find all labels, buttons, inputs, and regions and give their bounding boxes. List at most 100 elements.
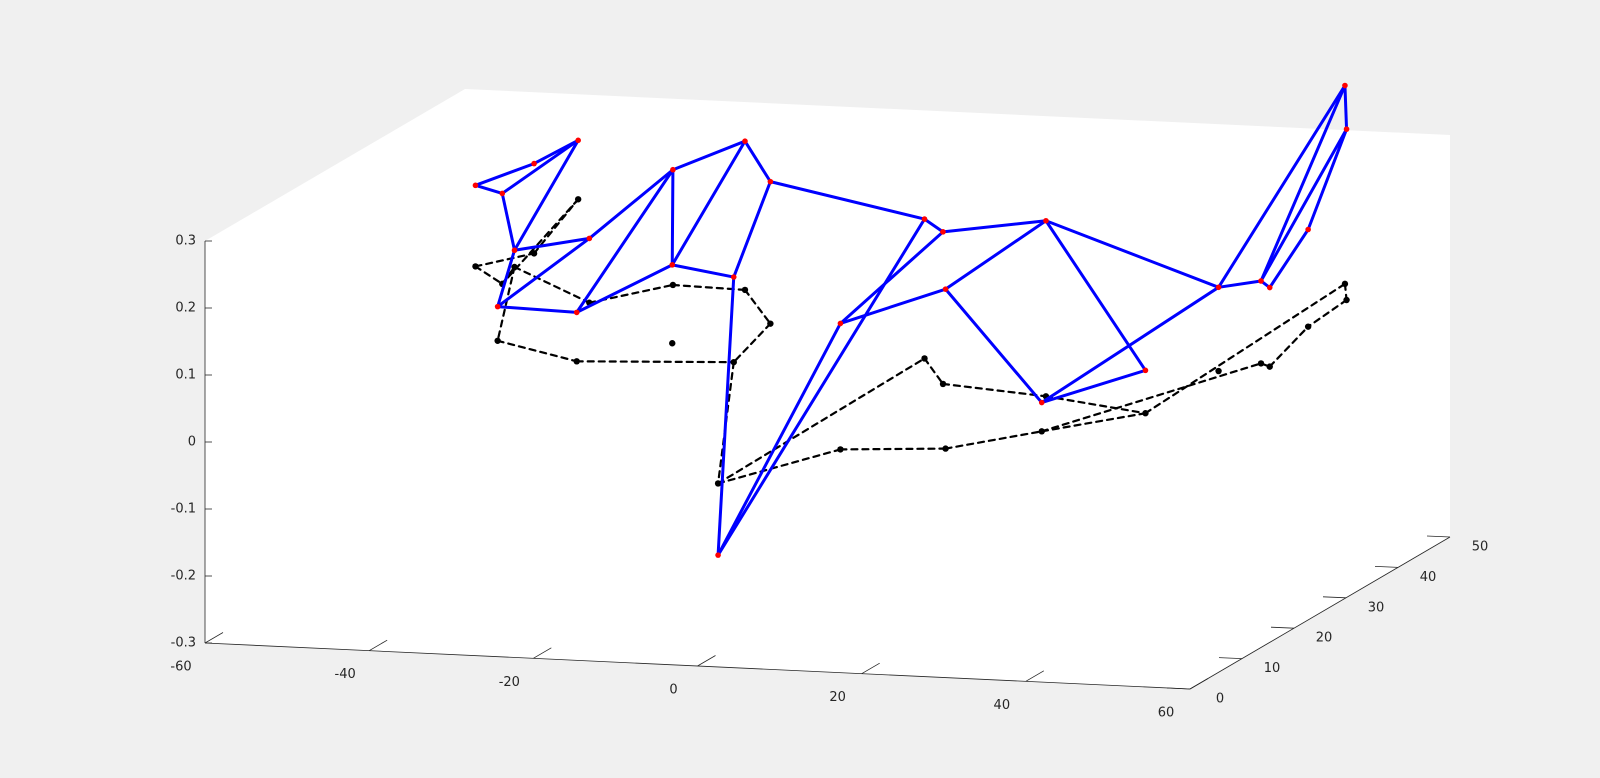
- original-node: [1142, 410, 1149, 417]
- original-node: [714, 480, 722, 487]
- deformed-edge: [1343, 84, 1349, 131]
- original-node: [511, 263, 518, 271]
- x-tick-label: 0: [669, 683, 677, 698]
- deformed-node: [670, 166, 676, 173]
- deformed-edge: [838, 230, 945, 325]
- deformed-edge: [716, 321, 842, 557]
- z-tick-label: -0.3: [171, 636, 196, 651]
- original-node: [1341, 280, 1349, 288]
- original-edge: [923, 357, 945, 386]
- deformed-edge: [496, 248, 517, 309]
- deformed-node: [1266, 284, 1273, 291]
- x-tick-label: -20: [499, 675, 520, 690]
- z-tick-label: -0.1: [171, 502, 196, 517]
- deformed-edge: [1259, 127, 1349, 283]
- x-tick: [533, 647, 552, 659]
- deformed-node: [730, 274, 737, 280]
- deformed-edge: [500, 191, 517, 252]
- y-tick-label: 40: [1420, 570, 1437, 585]
- deformed-edge: [496, 305, 579, 314]
- deformed-node: [472, 182, 479, 189]
- y-tick-label: 30: [1368, 600, 1385, 615]
- deformed-edge: [1268, 227, 1310, 290]
- deformed-node: [669, 262, 676, 268]
- y-tick: [1218, 657, 1243, 659]
- deformed-edge: [923, 217, 945, 234]
- original-edge: [839, 447, 947, 451]
- deformed-edge: [575, 263, 674, 314]
- deformed-node: [499, 190, 506, 197]
- deformed-edge: [838, 287, 948, 325]
- deformed-edge: [1040, 285, 1221, 405]
- original-edge: [941, 382, 1048, 398]
- deformed-edge: [1217, 84, 1347, 289]
- original-node: [1343, 296, 1350, 304]
- deformed-node: [494, 303, 501, 310]
- original-edge: [1144, 282, 1347, 415]
- original-node: [574, 196, 582, 203]
- original-edge: [496, 339, 578, 363]
- deformed-node: [921, 216, 928, 222]
- y-tick: [1426, 535, 1451, 538]
- deformed-node: [531, 160, 537, 167]
- deformed-edge: [500, 138, 580, 195]
- original-node: [921, 355, 928, 362]
- original-node: [1215, 367, 1222, 375]
- deformed-edge: [670, 168, 675, 267]
- deformed-edge: [716, 217, 927, 557]
- original-edge: [743, 288, 772, 325]
- deformed-edge: [941, 219, 1048, 234]
- x-tick-label: -60: [170, 660, 191, 675]
- original-node: [669, 340, 676, 347]
- deformed-edge: [1259, 84, 1347, 283]
- deformed-edge: [513, 236, 591, 252]
- original-edge: [732, 322, 772, 364]
- deformed-edge: [587, 168, 675, 240]
- y-tick-label: 20: [1316, 631, 1333, 646]
- deformed-node: [940, 229, 946, 235]
- original-node: [494, 337, 501, 344]
- x-tick: [368, 639, 388, 652]
- deformed-node: [573, 309, 580, 316]
- deformed-node: [837, 320, 844, 327]
- original-node: [730, 358, 737, 366]
- deformed-edge: [1217, 279, 1263, 289]
- original-edge: [496, 265, 516, 342]
- deformed-edge: [1040, 368, 1147, 405]
- original-node: [530, 250, 538, 257]
- deformed-edge: [513, 138, 580, 252]
- z-tick-label: 0.2: [175, 301, 196, 316]
- deformed-node: [1258, 278, 1264, 284]
- deformed-edge: [743, 139, 772, 184]
- deformed-node: [1343, 126, 1350, 132]
- deformed-edge: [716, 275, 736, 557]
- x-tick-label: 20: [829, 690, 846, 705]
- original-edge: [1040, 362, 1263, 433]
- original-node: [767, 320, 774, 327]
- original-edge: [575, 360, 735, 364]
- original-shape-series: [472, 196, 1350, 487]
- deformed-edge: [671, 139, 747, 172]
- original-node: [573, 358, 580, 365]
- deformed-node: [511, 247, 518, 254]
- original-node: [1038, 428, 1045, 435]
- deformed-node: [1305, 226, 1311, 233]
- original-node: [1304, 323, 1312, 330]
- original-edge: [1268, 325, 1310, 368]
- z-tick-label: -0.2: [171, 569, 196, 584]
- deformed-node: [742, 138, 748, 144]
- deformed-edge: [473, 162, 536, 187]
- deformed-node: [767, 178, 774, 185]
- deformed-node: [586, 235, 593, 242]
- y-tick: [1270, 626, 1295, 629]
- original-node: [939, 380, 947, 388]
- original-edge: [1040, 412, 1147, 433]
- x-tick: [697, 655, 716, 667]
- y-tick-label: 50: [1472, 540, 1489, 555]
- y-tick: [1322, 596, 1347, 599]
- original-node: [741, 286, 749, 294]
- deformed-edge: [496, 236, 591, 309]
- x-tick: [861, 662, 880, 675]
- axis-ticks: -0.3 -0.2 -0.1 0 0.1 0.2 0.3 -60 -40 -20 0 20 40 60 0 1…: [170, 234, 1488, 721]
